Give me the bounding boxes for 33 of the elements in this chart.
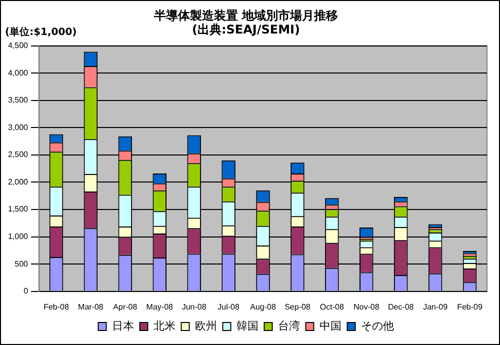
y-tick-label: 2,000 xyxy=(8,177,29,186)
x-tick-label: Apr-08 xyxy=(113,302,138,312)
y-tick-label: 3,000 xyxy=(8,122,29,132)
x-tick-label: Dec-08 xyxy=(388,302,414,312)
y-tick-label: 4,500 xyxy=(8,41,29,50)
chart-subtitle: (出典:SEAJ/SEMI) xyxy=(192,22,300,37)
x-tick-label: Jul-08 xyxy=(218,302,240,312)
y-tick-label: 1,500 xyxy=(8,204,29,214)
y-tick-label: 3,500 xyxy=(8,96,29,105)
legend-label: その他 xyxy=(360,319,394,332)
y-tick-label: 2,500 xyxy=(8,150,29,160)
legend-label: 韓国 xyxy=(236,319,258,332)
y-axis-title: (単位:$1,000) xyxy=(5,26,77,39)
x-tick-label: Feb-08 xyxy=(44,302,70,312)
y-tick-label: 500 xyxy=(14,259,29,268)
x-tick-label: Feb-09 xyxy=(457,302,483,312)
chart-title: 半導体製造装置 地域別市場月推移 xyxy=(152,8,338,22)
legend-label: 日本 xyxy=(112,319,134,332)
y-tick-label: 4,000 xyxy=(8,68,29,78)
x-tick-label: Nov-08 xyxy=(353,302,380,312)
x-tick-label: Oct-08 xyxy=(320,302,344,312)
x-tick-label: Aug-08 xyxy=(250,302,276,312)
x-tick-label: Jun-08 xyxy=(182,302,207,312)
legend-label: 欧州 xyxy=(194,319,217,332)
x-tick-label: Jan-09 xyxy=(423,302,448,312)
x-tick-label: May-08 xyxy=(146,302,174,312)
legend-label: 中国 xyxy=(319,319,342,332)
y-tick-label: 1,000 xyxy=(8,232,29,242)
legend-label: 北米 xyxy=(153,319,176,332)
legend-label: 台湾 xyxy=(278,319,300,332)
y-tick-label: 0 xyxy=(24,286,29,296)
x-tick-label: Sep-08 xyxy=(284,302,311,312)
x-tick-label: Mar-08 xyxy=(78,302,104,312)
